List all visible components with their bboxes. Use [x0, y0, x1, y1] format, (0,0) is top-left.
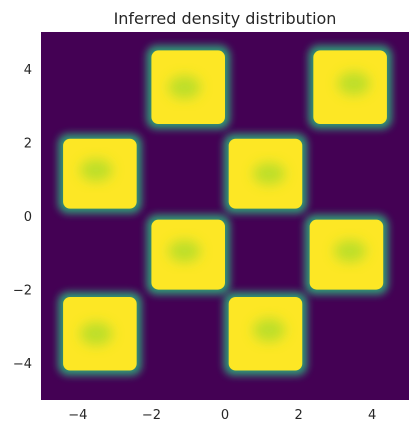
- density-cell-variation: [168, 239, 201, 263]
- density-cell-variation: [333, 239, 367, 263]
- density-cell: [308, 45, 392, 129]
- y-tick-label: 2: [24, 136, 32, 151]
- y-tick-label: 0: [24, 210, 32, 225]
- density-cell-variation: [80, 321, 113, 346]
- x-tick-label: −4: [68, 408, 87, 423]
- density-cell: [223, 133, 308, 214]
- y-tick-label: −4: [13, 357, 32, 372]
- x-axis-ticks: −4 −2 0 2 4: [68, 408, 376, 423]
- density-cell: [223, 291, 308, 376]
- chart-title: Inferred density distribution: [114, 9, 337, 28]
- y-axis-ticks: 4 2 0 −2 −4: [13, 63, 32, 372]
- density-cell: [58, 133, 142, 214]
- density-cell-variation: [168, 75, 201, 99]
- x-tick-label: 4: [368, 408, 376, 423]
- density-cell-variation: [80, 158, 113, 182]
- x-tick-label: −2: [142, 408, 161, 423]
- density-cell: [304, 214, 389, 295]
- y-tick-label: 4: [24, 63, 32, 78]
- density-cell-variation: [337, 71, 370, 96]
- density-cell: [146, 45, 230, 129]
- density-cell-variation: [252, 162, 286, 185]
- y-tick-label: −2: [13, 284, 32, 299]
- x-tick-label: 0: [221, 408, 229, 423]
- x-tick-label: 2: [294, 408, 302, 423]
- density-cell: [58, 291, 142, 376]
- density-cell: [146, 214, 230, 295]
- density-cells: [58, 45, 392, 376]
- density-cell-variation: [252, 318, 286, 342]
